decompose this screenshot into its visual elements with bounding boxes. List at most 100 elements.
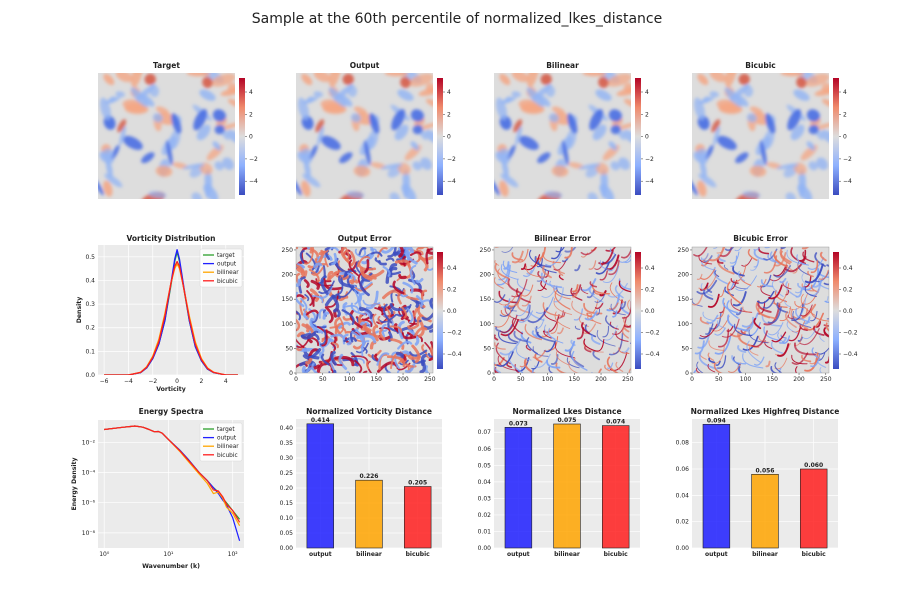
error-streak — [621, 328, 629, 339]
error-streak — [815, 320, 822, 328]
y-tick-label: 0.2 — [85, 325, 95, 332]
error-streak — [347, 272, 356, 281]
error-streak — [531, 361, 540, 370]
error-streak — [800, 304, 813, 317]
error-streak — [790, 247, 807, 265]
error-streak — [619, 254, 631, 263]
error-streak — [724, 247, 735, 252]
error-streak — [544, 324, 556, 340]
error-streak — [533, 353, 551, 368]
bar-value-label: 0.414 — [311, 417, 330, 424]
error-streak — [698, 254, 713, 265]
x-tick-label: 50 — [517, 376, 525, 383]
vortex-blob — [749, 165, 767, 177]
vortex-blob — [211, 73, 235, 87]
error-streak — [735, 307, 743, 316]
error-streak — [718, 328, 730, 348]
error-streak — [795, 366, 798, 373]
error-streak — [708, 357, 716, 364]
y-tick-label: 0.30 — [280, 455, 294, 462]
error-streak — [305, 252, 316, 271]
colorbar-tick-label: −0.4 — [843, 351, 858, 358]
error-streak — [296, 247, 299, 250]
error-streak — [580, 247, 598, 256]
error-streak — [412, 304, 426, 318]
vortex-blob — [339, 152, 353, 164]
vortex-blob — [697, 73, 709, 86]
error-streak — [429, 313, 433, 333]
error-streak — [306, 290, 314, 306]
error-streak — [320, 275, 329, 295]
error-streak — [402, 289, 420, 301]
colorbar-tick-label: −4 — [645, 178, 654, 185]
vortex-blob — [108, 96, 116, 104]
vortex-blob — [532, 84, 552, 101]
x-tick-label: 100 — [542, 376, 554, 383]
bilinear-error-panel: Bilinear Error 0 50 100 150 200 250 250 200 150 1… — [480, 234, 660, 383]
error-streak — [609, 248, 615, 255]
error-streak — [707, 293, 720, 308]
y-tick-label: 0.06 — [478, 446, 492, 453]
error-streak — [511, 252, 524, 261]
colorbar-tick-label: −4 — [249, 178, 258, 185]
error-streak — [372, 324, 379, 342]
error-streak — [337, 321, 351, 330]
colorbar-tick-label: 4 — [447, 89, 451, 96]
y-tick-label: 100 — [282, 321, 294, 328]
y-tick-label: 0.02 — [478, 512, 492, 519]
error-streak — [731, 355, 747, 365]
vortex-blob — [765, 113, 776, 134]
vortex-blob — [389, 192, 401, 199]
y-tick-label: 0.35 — [280, 440, 294, 447]
vortex-blob — [515, 126, 523, 146]
error-streak — [810, 308, 829, 322]
error-streak — [338, 291, 348, 302]
panel-title: Target — [153, 61, 180, 70]
vortex-blob — [313, 91, 323, 98]
error-streak — [700, 260, 710, 267]
error-streak — [591, 335, 601, 345]
colorbar — [239, 78, 245, 195]
error-streak — [496, 264, 511, 286]
error-streak — [696, 279, 718, 295]
error-streak — [553, 287, 564, 303]
vortex-blob — [313, 73, 331, 83]
colorbar-tick-label: 0 — [645, 134, 649, 141]
colorbar — [437, 252, 443, 369]
error-streak — [799, 324, 808, 331]
error-streak — [819, 367, 823, 373]
error-streak — [361, 269, 373, 281]
legend-box — [199, 422, 243, 462]
x-tick-label: 250 — [820, 376, 832, 383]
error-streak — [522, 284, 534, 297]
error-streak — [612, 310, 618, 318]
vortex-blob — [716, 135, 737, 150]
vorticity-distribution-chart: Vorticity Distribution −6 −4 −2 0 2 4 0.0 0.1 0.… — [76, 234, 244, 393]
error-streak — [327, 270, 334, 281]
vortex-blob — [297, 97, 310, 121]
error-streak — [416, 249, 424, 256]
error-streak — [398, 274, 407, 280]
x-tick-label: 150 — [371, 376, 383, 383]
vortex-blob — [329, 73, 341, 88]
vortex-blob — [776, 163, 799, 170]
error-streak — [543, 309, 557, 322]
vortex-blob — [805, 73, 829, 87]
vortex-blob — [303, 159, 311, 178]
legend-label-bilinear: bilinear — [217, 444, 239, 450]
bar-output — [702, 423, 731, 549]
error-streak — [494, 263, 510, 280]
vortex-blob — [806, 109, 820, 122]
error-streak — [429, 345, 433, 357]
error-streak — [501, 247, 514, 253]
error-streak — [358, 247, 367, 256]
vortex-blob — [364, 140, 371, 166]
vortex-blob — [711, 119, 721, 133]
vortex-blob — [713, 126, 721, 146]
vortex-blob — [117, 119, 127, 133]
error-streak — [571, 289, 579, 298]
error-streak — [331, 369, 335, 373]
error-streak — [367, 349, 382, 358]
error-streak — [700, 283, 713, 297]
error-streak — [760, 279, 774, 288]
